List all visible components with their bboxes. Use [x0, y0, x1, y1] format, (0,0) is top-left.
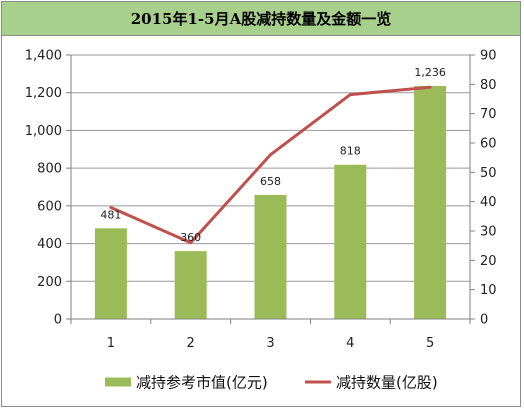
bar-series [94, 85, 447, 319]
bar-data-label: 818 [340, 145, 361, 158]
left-tick-label: 1,200 [25, 86, 62, 101]
legend-label-line: 减持数量(亿股) [336, 374, 438, 392]
legend-swatch-bar [105, 377, 131, 387]
right-tick-label: 80 [480, 78, 497, 93]
bar-data-label: 360 [180, 231, 201, 244]
right-tick-label: 0 [480, 313, 488, 328]
bar-data-label: 1,236 [414, 66, 446, 79]
bar-data-label: 481 [100, 208, 121, 221]
bar [94, 228, 127, 319]
x-tick-label: 1 [107, 336, 115, 351]
right-tick-label: 40 [480, 195, 497, 210]
data-labels: 481 360 658 818 1,236 [100, 66, 445, 244]
right-tick-label: 30 [480, 225, 497, 240]
tick-labels: 0 200 400 600 800 1,000 1,200 1,400 0 10 20 30 40 50 6… [25, 49, 497, 352]
legend: 减持参考市值(亿元) 减持数量(亿股) [105, 374, 438, 392]
chart-title: 2015年1-5月A股减持数量及金额一览 [2, 2, 520, 36]
right-tick-label: 70 [480, 107, 497, 122]
x-tick-label: 4 [346, 336, 354, 351]
bar [174, 251, 207, 319]
left-tick-label: 200 [37, 275, 62, 290]
right-tick-label: 90 [480, 49, 497, 64]
x-tick-label: 5 [426, 336, 434, 351]
left-tick-label: 1,400 [25, 49, 62, 64]
bar [414, 85, 447, 319]
legend-label-bar: 减持参考市值(亿元) [136, 374, 268, 392]
line-series-path [109, 85, 432, 245]
left-tick-label: 400 [37, 237, 62, 252]
right-tick-label: 50 [480, 166, 497, 181]
left-tick-label: 0 [54, 313, 62, 328]
bar [334, 164, 367, 319]
right-tick-label: 60 [480, 137, 497, 152]
x-tick-label: 2 [187, 336, 195, 351]
right-tick-label: 20 [480, 254, 497, 269]
axes [66, 54, 475, 324]
left-tick-label: 600 [37, 199, 62, 214]
right-tick-label: 10 [480, 283, 497, 298]
bar-data-label: 658 [260, 175, 281, 188]
bar [254, 194, 287, 319]
line-series [109, 85, 432, 245]
x-tick-label: 3 [266, 336, 274, 351]
left-tick-label: 1,000 [25, 124, 62, 139]
left-tick-label: 800 [37, 162, 62, 177]
